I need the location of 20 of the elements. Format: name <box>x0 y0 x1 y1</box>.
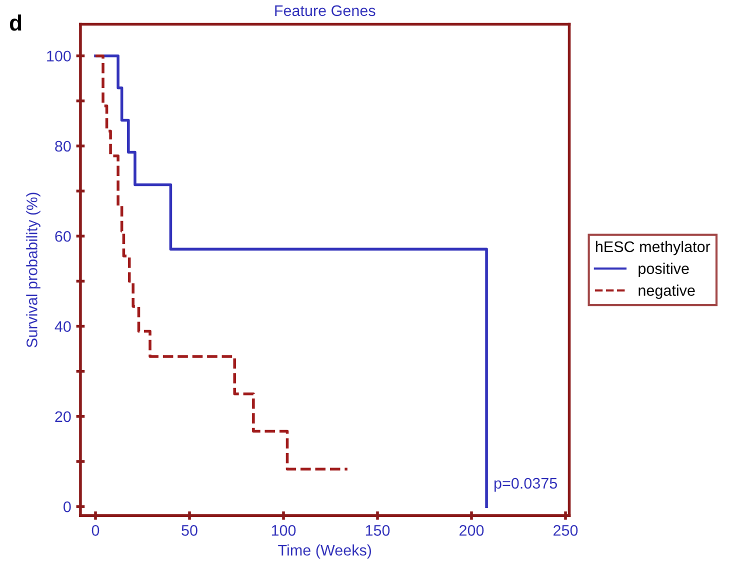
x-tick-label: 200 <box>460 525 484 536</box>
y-tick-label: 20 <box>55 411 71 422</box>
y-tick-label: 80 <box>55 140 71 152</box>
x-tick-label: 250 <box>554 525 578 536</box>
legend-title: hESC methylator <box>596 240 710 256</box>
x-tick-label: 0 <box>92 525 100 536</box>
y-tick-label: 0 <box>64 501 71 512</box>
y-tick-label: 100 <box>47 50 71 62</box>
text: d <box>10 14 22 31</box>
x-tick-label: 100 <box>272 525 296 536</box>
legend-label: negative <box>638 284 695 299</box>
y-tick-label: 60 <box>55 230 71 242</box>
y-tick-label: 40 <box>54 321 71 332</box>
legend-label: positive <box>638 262 689 278</box>
annotation: p=0.0375 <box>494 478 558 492</box>
chart-title: Feature Genes <box>275 5 376 16</box>
x-tick-label: 50 <box>182 525 198 536</box>
x-tick-label: 150 <box>366 525 390 536</box>
y-axis-title: Survival probability (%) <box>26 192 40 348</box>
x-axis-title: Time (Weeks) <box>278 544 372 559</box>
